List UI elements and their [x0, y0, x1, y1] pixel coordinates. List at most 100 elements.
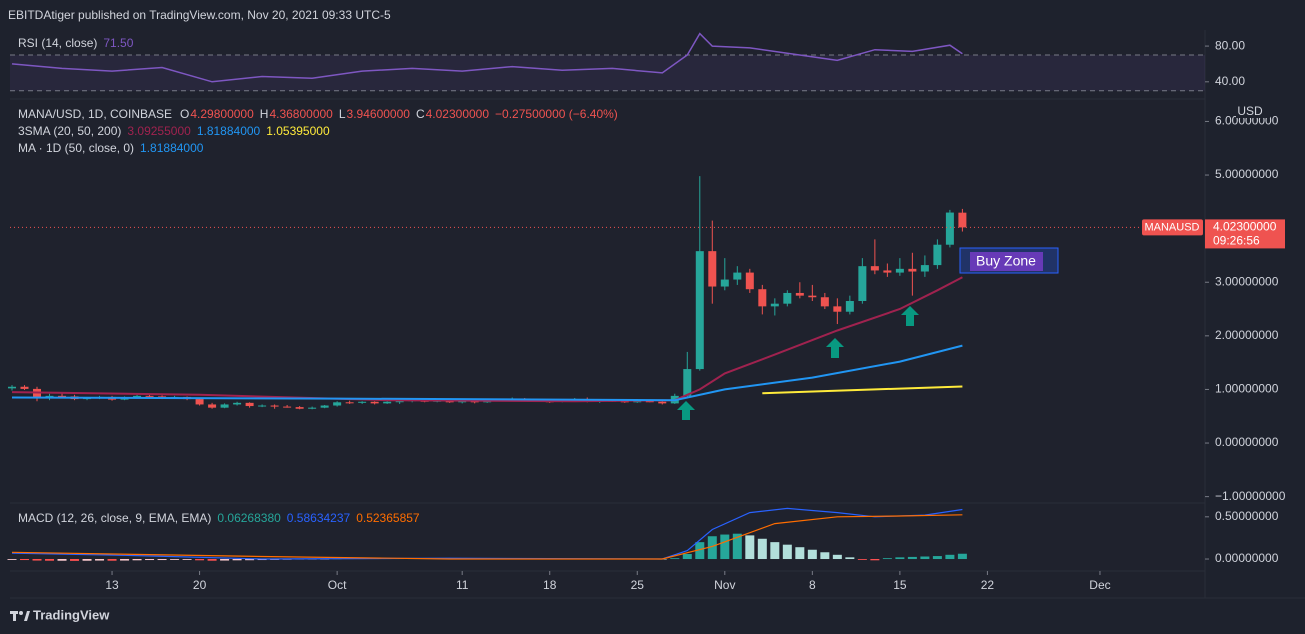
x-tick-label: 15 [893, 578, 907, 592]
candle-body [658, 401, 667, 404]
macd-histogram-bar [132, 559, 142, 561]
candle-body [220, 404, 229, 408]
macd-histogram-bar [195, 559, 205, 561]
tradingview-logo [10, 611, 30, 621]
candle-body [383, 401, 392, 404]
rsi-line [11, 32, 963, 83]
macd-histogram-bar [145, 559, 155, 561]
macd-histogram-bar [220, 559, 230, 561]
candle-body [633, 401, 642, 403]
macd-histogram-bar [245, 559, 255, 561]
legend-value: 0.06268380 [217, 511, 281, 525]
macd-histogram-bar [732, 533, 742, 560]
macd-histogram-bar [82, 559, 92, 561]
candle-body [695, 251, 704, 370]
candle-body [783, 292, 792, 304]
candle-body [683, 369, 692, 396]
macd-histogram-bar [907, 556, 917, 560]
macd-histogram-bar [95, 559, 105, 561]
candle-body [345, 402, 354, 404]
candle-body [820, 297, 829, 307]
legend-key: O [180, 107, 189, 121]
macd-histogram-bar [920, 556, 930, 560]
macd-histogram-bar [182, 559, 192, 560]
legend-title: MACD (12, 26, close, 9, EMA, EMA) [18, 511, 211, 525]
candle-body [370, 401, 379, 404]
signal-line [11, 514, 963, 560]
sma-line [11, 344, 963, 402]
legend-value: 4.29800000 [190, 107, 254, 121]
macd-histogram-bar [820, 552, 830, 560]
y-tick-label: 5.00000000 [1215, 167, 1279, 181]
legend-title: MANA/USD, 1D, COINBASE [18, 107, 172, 121]
macd-histogram-bar [695, 542, 705, 560]
footer-brand: TradingView [33, 607, 110, 622]
legend-key: C [416, 107, 425, 121]
macd-histogram-bar [845, 557, 855, 560]
x-tick-label: 8 [809, 578, 816, 592]
macd-histogram-bar [32, 559, 42, 561]
legend-value: 1.81884000 [140, 141, 204, 155]
macd-histogram-bar [770, 542, 780, 560]
macd-histogram-bar [45, 559, 55, 561]
candle-body [808, 295, 817, 298]
macd-histogram-bar [57, 559, 67, 561]
x-tick-label: Oct [328, 578, 347, 592]
candle-body [795, 292, 804, 296]
y-tick-label: 40.00 [1215, 74, 1245, 88]
symbol-tag [1142, 219, 1203, 236]
legend-change: −0.27500000 (−6.40%) [495, 107, 618, 121]
macd-histogram-bar [782, 544, 792, 560]
y-tick-label: 0.50000000 [1215, 509, 1279, 523]
buy-zone-label-bg [970, 252, 1043, 271]
legend-title: RSI (14, close) [18, 36, 97, 50]
legend-title: MA · 1D (50, close, 0) [18, 141, 134, 155]
y-tick-label: 1.00000000 [1215, 382, 1279, 396]
legend-value: 3.09255000 [127, 124, 191, 138]
macd-histogram-bar [757, 538, 767, 560]
rsi-band [10, 55, 1205, 91]
candle-body [358, 401, 367, 403]
macd-histogram-bar [670, 558, 680, 560]
x-tick-label: 11 [456, 578, 469, 592]
candle-body [770, 303, 779, 307]
macd-histogram-bar [795, 547, 805, 560]
x-tick-label: 18 [543, 578, 557, 592]
macd-histogram-bar [232, 559, 242, 561]
candle-body [333, 402, 342, 406]
macd-histogram-bar [20, 559, 30, 561]
x-tick-label: Dec [1089, 578, 1110, 592]
y-tick-label: −1.00000000 [1215, 489, 1286, 503]
x-tick-label: 13 [105, 578, 119, 592]
symbol-tag-label: MANAUSD [1144, 221, 1199, 233]
buy-arrow [677, 306, 919, 420]
macd-histogram-bar [857, 559, 867, 560]
legend-value: 4.02300000 [426, 107, 490, 121]
macd-histogram-bar [882, 558, 892, 560]
macd-histogram-bar [207, 559, 217, 561]
macd-histogram-bar [870, 559, 880, 561]
y-tick-label: 0.00000000 [1215, 551, 1279, 565]
candle-body [845, 301, 854, 312]
candle-body [908, 268, 917, 272]
candle-body [458, 401, 467, 403]
axis-label-bg [1236, 104, 1270, 118]
candle-body [245, 402, 254, 407]
macd-histogram-bar [70, 559, 80, 561]
candle-body [870, 266, 879, 271]
candle-body [620, 401, 629, 403]
macd-histogram-bar [682, 553, 692, 560]
legend-value: 0.58634237 [287, 511, 351, 525]
legend-value: 3.94600000 [347, 107, 411, 121]
y-tick-label: 3.00000000 [1215, 274, 1279, 288]
publisher-line: EBITDAtiger published on TradingView.com… [8, 8, 391, 22]
sma-line [762, 385, 963, 395]
legend-key: L [339, 107, 346, 121]
candle-body [895, 268, 904, 273]
candle-body [258, 405, 267, 407]
candle-body [833, 306, 842, 312]
candle-body [708, 251, 717, 287]
x-tick-label: Nov [714, 578, 735, 592]
candle-body [920, 265, 929, 272]
